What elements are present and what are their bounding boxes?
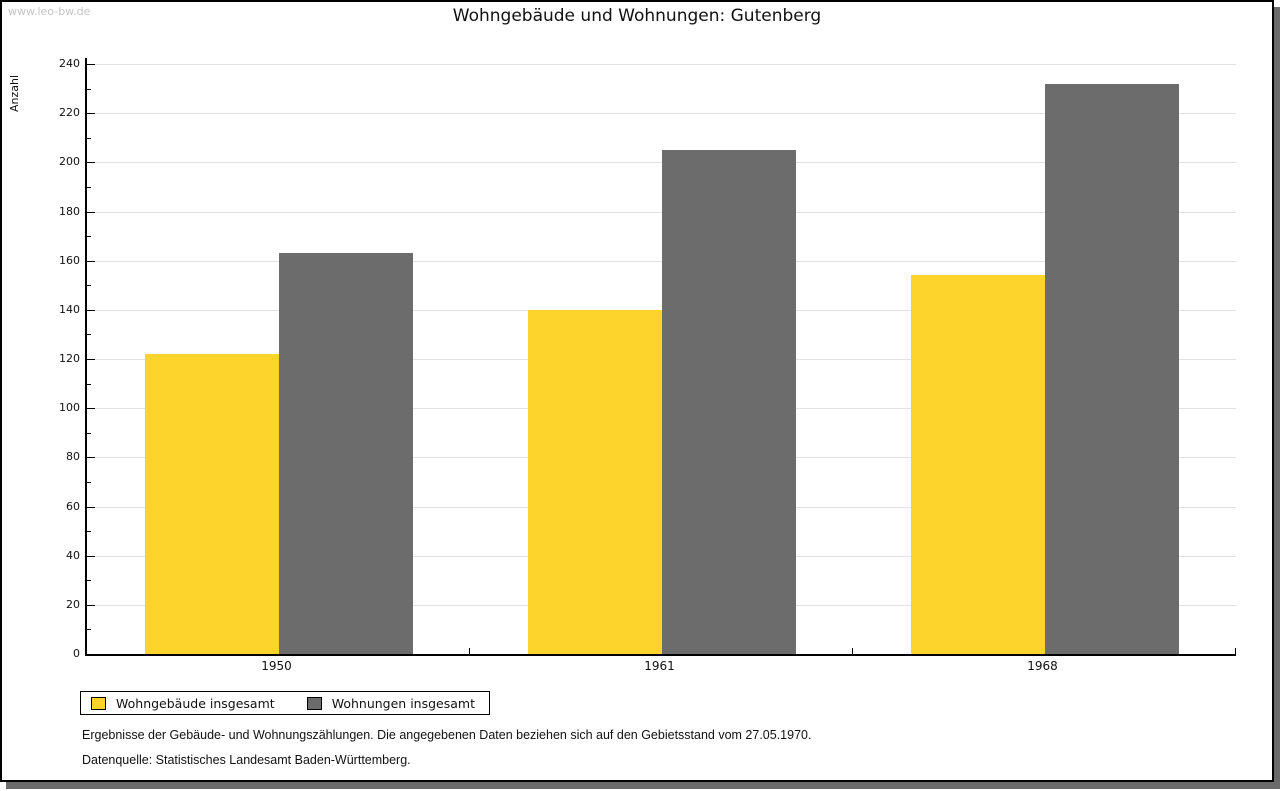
y-axis-tick-label: 200 (59, 155, 80, 169)
x-axis-tick (469, 648, 470, 654)
footer-source: Datenquelle: Statistisches Landesamt Bad… (82, 753, 411, 767)
footer-note: Ergebnisse der Gebäude- und Wohnungszähl… (82, 728, 812, 742)
bar-1961-series-1 (662, 150, 796, 654)
y-axis-major-tick (87, 162, 95, 164)
gridline (87, 260, 1236, 262)
y-axis-major-tick (87, 359, 95, 360)
bar-1968-series-0 (911, 275, 1045, 654)
y-axis-tick-label: 160 (59, 253, 80, 267)
y-axis-minor-tick (87, 334, 91, 336)
legend: Wohngebäude insgesamt Wohnungen insgesamt (80, 691, 490, 715)
y-axis-major-tick (87, 260, 95, 262)
y-axis-minor-tick (87, 432, 91, 434)
bar-1968-series-1 (1045, 84, 1179, 654)
gridline (87, 162, 1236, 164)
y-axis-tick-label: 180 (59, 204, 80, 218)
y-axis-major-tick (87, 555, 95, 557)
y-axis-minor-tick (87, 481, 91, 483)
y-axis-major-tick (87, 113, 95, 115)
y-axis-tick-label: 140 (59, 302, 80, 316)
x-axis-tick (852, 648, 853, 654)
bar-1961-series-0 (528, 310, 662, 654)
legend-item: Wohngebäude insgesamt (91, 696, 275, 711)
bar-1950-series-1 (279, 253, 413, 654)
y-axis-tick-label: 60 (66, 499, 80, 513)
y-axis-major-tick (87, 64, 95, 65)
y-axis-minor-tick (87, 580, 91, 582)
y-axis-tick-label: 120 (59, 352, 80, 365)
y-axis-minor-tick (87, 88, 91, 90)
legend-swatch-icon (91, 696, 106, 710)
legend-swatch-icon (306, 696, 322, 710)
y-axis-tick-label: 240 (59, 57, 80, 70)
x-axis-tick (1235, 648, 1236, 654)
y-axis-major-tick (87, 211, 95, 213)
y-axis-minor-tick (87, 383, 91, 385)
y-axis-tick-label: 0 (73, 647, 80, 660)
chart-title: Wohngebäude und Wohnungen: Gutenberg (452, 6, 822, 26)
bar-1950-series-0 (145, 354, 279, 654)
y-axis-major-tick (87, 457, 95, 459)
y-axis-minor-tick (87, 186, 91, 188)
y-axis-tick-label: 40 (66, 548, 80, 562)
y-axis-minor-tick (87, 236, 91, 238)
watermark: www.leo-bw.de (8, 5, 91, 18)
legend-label: Wohngebäude insgesamt (116, 695, 275, 711)
gridline (87, 64, 1236, 65)
plot-area (85, 58, 1236, 656)
gridline (87, 211, 1236, 213)
y-axis-major-tick (87, 309, 95, 311)
y-axis-tick-label: 100 (59, 401, 80, 415)
x-axis-tick-label: 1961 (644, 659, 675, 673)
y-axis-minor-tick (87, 531, 91, 533)
y-axis-minor-tick (87, 285, 91, 287)
y-axis-major-tick (87, 604, 95, 606)
y-axis-major-tick (87, 506, 95, 508)
gridline (87, 113, 1236, 115)
legend-item: Wohnungen insgesamt (306, 695, 475, 711)
y-axis-label: Anzahl (8, 74, 21, 112)
y-axis-tick-label: 20 (66, 597, 80, 611)
y-axis-major-tick (87, 408, 95, 410)
y-axis-minor-tick (87, 629, 91, 631)
x-axis-tick-label: 1950 (261, 659, 292, 673)
y-axis-minor-tick (87, 137, 91, 139)
x-axis-tick-label: 1968 (1027, 659, 1058, 673)
y-axis-tick-label: 220 (59, 106, 80, 120)
legend-label: Wohnungen insgesamt (331, 695, 475, 711)
y-axis-tick-label: 80 (66, 450, 80, 464)
